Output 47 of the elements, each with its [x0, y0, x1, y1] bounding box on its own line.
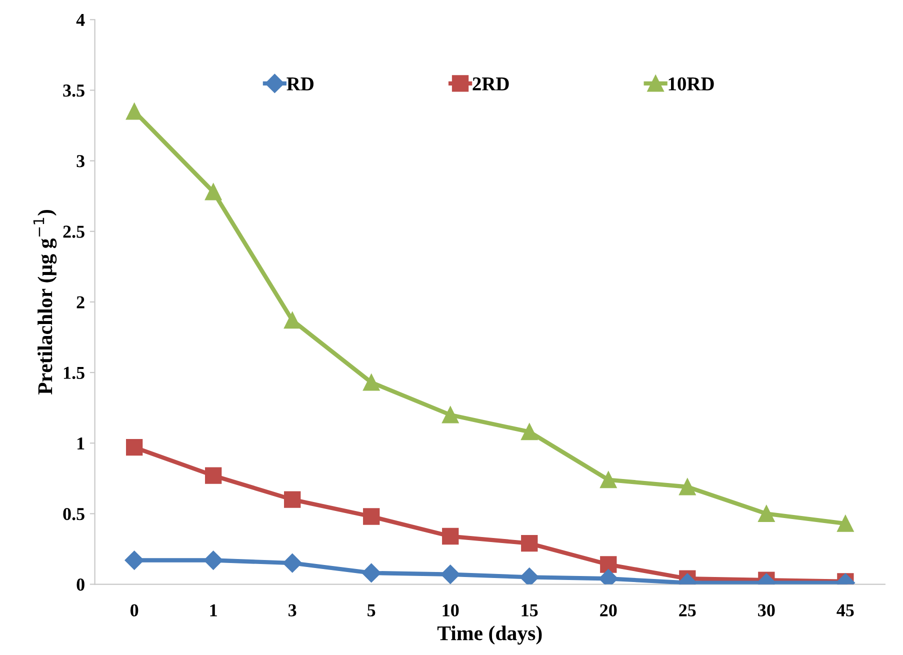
x-tick-label: 20: [600, 604, 617, 616]
legend-label: 2RD: [472, 77, 509, 90]
point: [124, 550, 144, 570]
legend-label: RD: [286, 78, 314, 90]
x-tick-label: 15: [522, 604, 538, 616]
point: [758, 505, 775, 522]
y-tick-label: 0: [76, 578, 84, 591]
y-tick-label: 1.5: [64, 366, 84, 380]
point: [205, 467, 222, 484]
y-tick-label: 4: [76, 14, 85, 26]
point: [442, 406, 459, 424]
x-tick-label: 1: [210, 604, 217, 616]
point: [600, 471, 617, 488]
point: [521, 423, 538, 440]
point: [600, 556, 617, 573]
point: [363, 374, 380, 391]
point: [440, 564, 460, 584]
x-tick-label: 5: [368, 604, 376, 616]
point: [521, 534, 538, 552]
x-tick-label: 30: [758, 604, 775, 616]
point: [363, 508, 380, 525]
point: [284, 491, 301, 508]
point: [442, 528, 459, 545]
legend-label: 10RD: [668, 77, 714, 90]
point: [837, 515, 854, 532]
point: [282, 554, 302, 573]
x-axis-title: Time (days): [437, 626, 542, 645]
point: [205, 184, 222, 200]
y-tick-label: 1: [78, 437, 84, 450]
x-tick-label: 25: [679, 604, 696, 616]
y-tick-label: 3: [76, 155, 84, 168]
x-tick-label: 45: [836, 604, 854, 616]
point: [126, 439, 143, 456]
x-tick-label: 3: [288, 604, 296, 616]
y-tick-label: 2.5: [63, 226, 84, 238]
x-tick-label: 10: [442, 604, 459, 616]
point: [520, 568, 539, 584]
y-tick-label: 2: [76, 296, 84, 308]
y-axis-title: Pretilachlor (µg g$^{−1}$): [33, 210, 57, 395]
y-tick-label: 3.5: [63, 84, 84, 97]
y-tick-label: 0.5: [63, 508, 84, 520]
point: [284, 312, 301, 329]
x-tick-label: 0: [130, 604, 138, 616]
point: [679, 478, 696, 496]
point: [204, 550, 223, 570]
point: [362, 563, 381, 582]
point: [126, 103, 143, 120]
